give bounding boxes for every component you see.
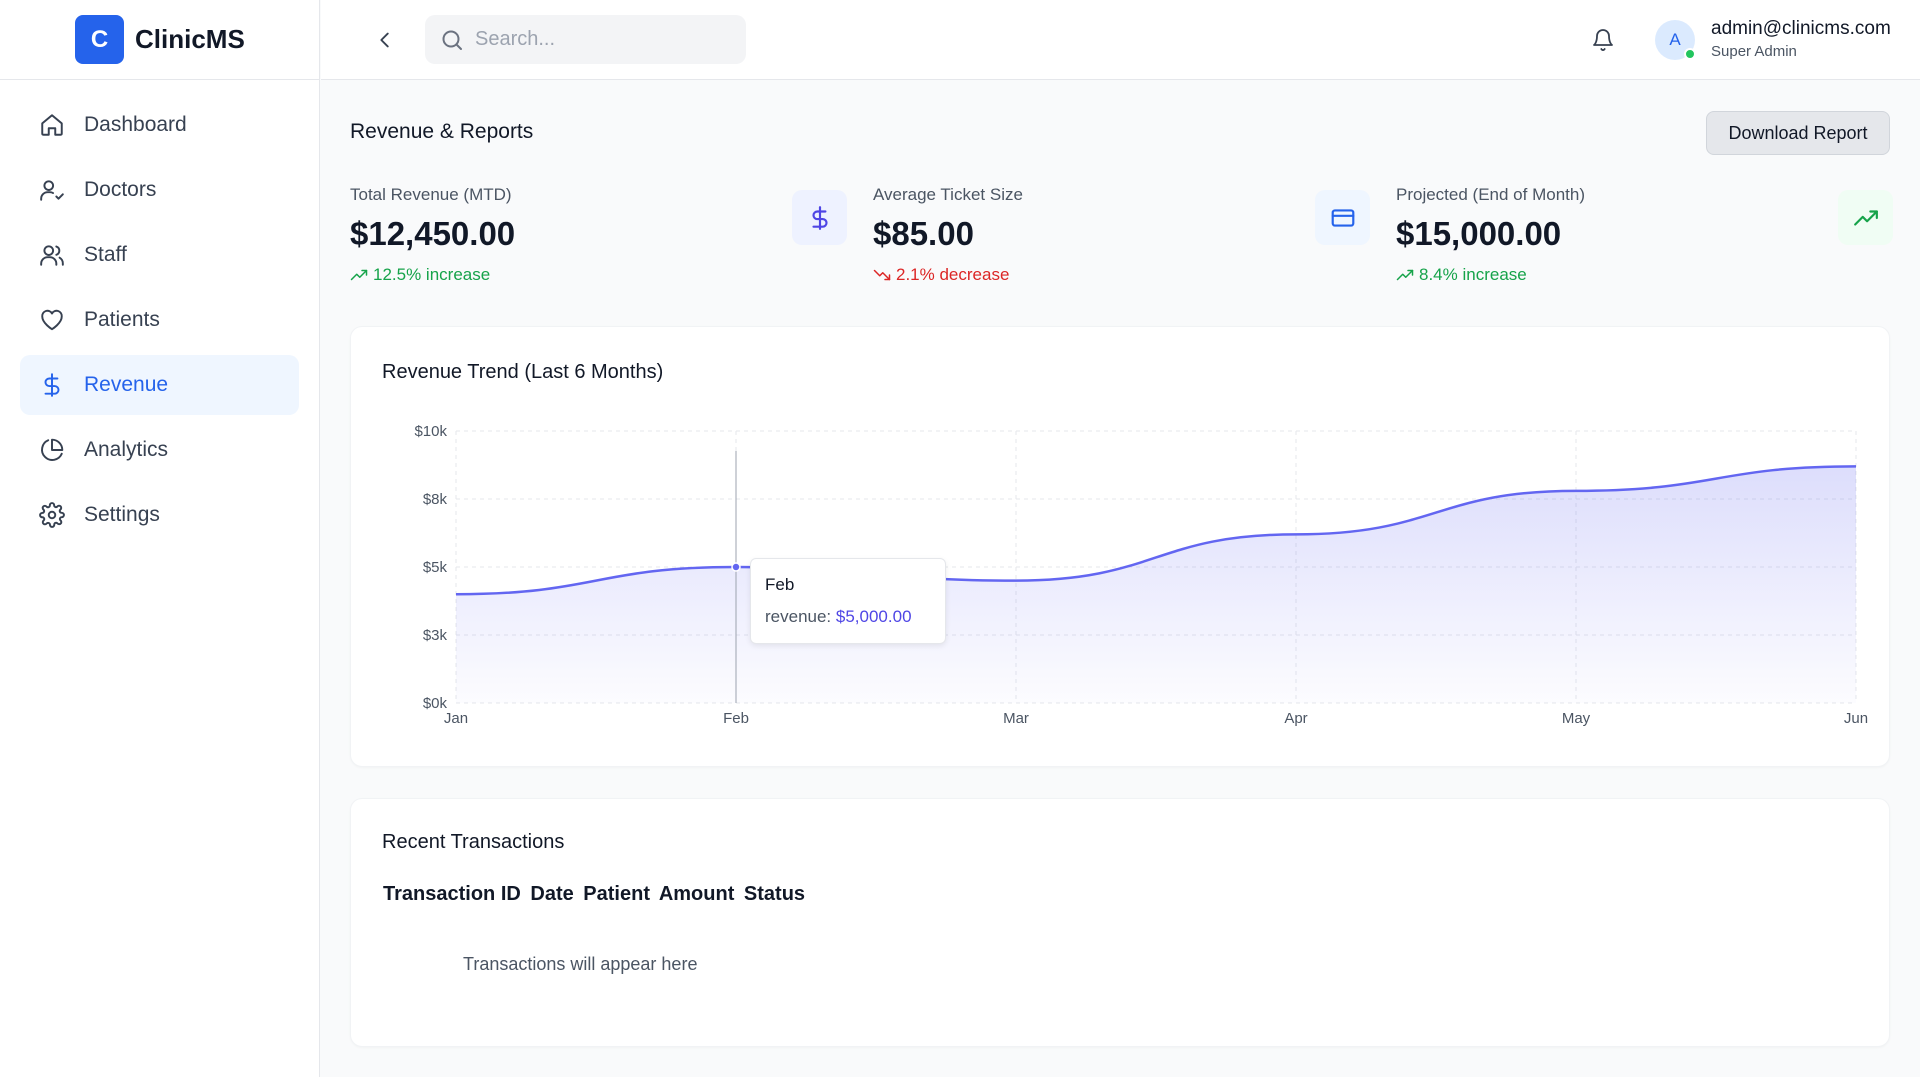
y-tick-label: $10k bbox=[414, 423, 447, 440]
pie-chart-icon bbox=[39, 437, 65, 463]
x-tick-label: May bbox=[1562, 710, 1591, 727]
sidebar-item-label: Staff bbox=[84, 243, 127, 266]
stat-change-text: 8.4% increase bbox=[1419, 265, 1527, 284]
transactions-table-header: Transaction ID Date Patient Amount Statu… bbox=[383, 883, 809, 906]
y-tick-label: $5k bbox=[423, 559, 448, 576]
trending-up-icon bbox=[1853, 205, 1879, 231]
stat-change: 2.1% decrease bbox=[873, 265, 1370, 285]
trending-down-icon bbox=[873, 266, 891, 284]
avatar[interactable]: A bbox=[1655, 20, 1696, 60]
sidebar-item-label: Doctors bbox=[84, 178, 157, 201]
sidebar-item-settings[interactable]: Settings bbox=[20, 485, 299, 545]
home-icon bbox=[39, 112, 65, 138]
stat-label: Average Ticket Size bbox=[873, 185, 1023, 204]
x-tick-label: Feb bbox=[723, 710, 749, 727]
stat-change-text: 2.1% decrease bbox=[896, 265, 1010, 284]
stat-icon-badge bbox=[1315, 190, 1370, 245]
top-header: A admin@clinicms.com Super Admin bbox=[321, 0, 1920, 80]
revenue-chart-card: Revenue Trend (Last 6 Months) $0k $3k $5k $… bbox=[350, 326, 1890, 767]
x-tick-label: Jun bbox=[1844, 710, 1868, 727]
brand-logo: C bbox=[75, 15, 124, 64]
revenue-area-fill bbox=[456, 466, 1856, 703]
sidebar-item-patients[interactable]: Patients bbox=[20, 290, 299, 350]
tooltip-category: Feb bbox=[765, 575, 795, 594]
stat-card-total-revenue: Total Revenue (MTD) $12,450.00 12.5% inc… bbox=[350, 185, 847, 305]
column-header: Date bbox=[530, 883, 574, 905]
y-tick-label: $3k bbox=[423, 627, 448, 644]
dollar-icon bbox=[807, 205, 833, 231]
notifications-button[interactable] bbox=[1588, 25, 1618, 55]
bell-icon bbox=[1591, 28, 1615, 52]
active-data-point bbox=[731, 562, 741, 572]
sidebar-nav: Dashboard Doctors Staff Patients Revenue bbox=[0, 80, 319, 565]
sidebar-item-label: Analytics bbox=[84, 438, 169, 461]
sidebar: C ClinicMS Dashboard Doctors Staff Pati bbox=[0, 0, 320, 1077]
collapse-sidebar-button[interactable] bbox=[370, 25, 400, 55]
avatar-initial: A bbox=[1669, 30, 1681, 49]
page-title: Revenue & Reports bbox=[350, 120, 534, 143]
users-icon bbox=[39, 242, 65, 268]
stat-value: $85.00 bbox=[873, 215, 974, 252]
sidebar-item-doctors[interactable]: Doctors bbox=[20, 160, 299, 220]
trending-up-icon bbox=[350, 266, 368, 284]
chart-title: Revenue Trend (Last 6 Months) bbox=[382, 361, 664, 383]
stat-value: $15,000.00 bbox=[1396, 215, 1562, 252]
revenue-trend-chart[interactable]: $0k $3k $5k $8k $10k Jan Feb Mar Apr May Jun bbox=[351, 327, 1891, 768]
y-tick-label: $0k bbox=[423, 695, 448, 712]
credit-card-icon bbox=[1330, 205, 1356, 231]
tooltip-series-label: revenue: bbox=[765, 607, 836, 626]
trending-up-icon bbox=[1396, 266, 1414, 284]
revenue-series-line bbox=[455, 465, 1857, 596]
column-header: Transaction ID bbox=[383, 883, 521, 905]
y-tick-label: $8k bbox=[423, 491, 448, 508]
stat-change: 12.5% increase bbox=[350, 265, 847, 285]
user-role: Super Admin bbox=[1711, 43, 1797, 60]
heart-icon bbox=[39, 307, 65, 333]
sidebar-item-dashboard[interactable]: Dashboard bbox=[20, 95, 299, 155]
search-input[interactable] bbox=[475, 28, 735, 51]
stat-icon-badge bbox=[1838, 190, 1893, 245]
x-tick-label: Apr bbox=[1284, 710, 1307, 727]
online-status-dot bbox=[1684, 48, 1696, 60]
stat-change-text: 12.5% increase bbox=[373, 265, 491, 284]
sidebar-item-staff[interactable]: Staff bbox=[20, 225, 299, 285]
brand[interactable]: C ClinicMS bbox=[0, 0, 319, 80]
sidebar-item-label: Dashboard bbox=[84, 113, 187, 136]
user-check-icon bbox=[39, 177, 65, 203]
sidebar-item-revenue[interactable]: Revenue bbox=[20, 355, 299, 415]
stat-change: 8.4% increase bbox=[1396, 265, 1893, 285]
empty-state-message: Transactions will appear here bbox=[463, 954, 698, 974]
gear-icon bbox=[39, 502, 65, 528]
x-tick-label: Mar bbox=[1003, 710, 1029, 727]
tooltip-row: revenue: $5,000.00 bbox=[765, 607, 931, 627]
x-tick-label: Jan bbox=[444, 710, 468, 727]
chart-tooltip: Feb revenue: $5,000.00 bbox=[750, 558, 946, 644]
recent-transactions-card: Recent Transactions Transaction ID Date … bbox=[350, 798, 1890, 1047]
stat-label: Projected (End of Month) bbox=[1396, 185, 1585, 204]
column-header: Patient bbox=[583, 883, 650, 905]
sidebar-item-label: Patients bbox=[84, 308, 160, 331]
stat-label: Total Revenue (MTD) bbox=[350, 185, 512, 204]
transactions-title: Recent Transactions bbox=[382, 831, 565, 853]
stat-card-projected: Projected (End of Month) $15,000.00 8.4%… bbox=[1396, 185, 1893, 305]
stat-value: $12,450.00 bbox=[350, 215, 516, 252]
column-header: Status bbox=[743, 883, 806, 905]
download-report-button[interactable]: Download Report bbox=[1706, 111, 1890, 155]
search-box[interactable] bbox=[425, 15, 746, 64]
stat-card-average-ticket: Average Ticket Size $85.00 2.1% decrease bbox=[873, 185, 1370, 305]
dollar-icon bbox=[39, 372, 65, 398]
chevron-left-icon bbox=[374, 29, 396, 51]
tooltip-value: $5,000.00 bbox=[835, 607, 912, 626]
column-header: Amount bbox=[658, 883, 735, 905]
user-email: admin@clinicms.com bbox=[1711, 18, 1891, 39]
sidebar-item-analytics[interactable]: Analytics bbox=[20, 420, 299, 480]
sidebar-item-label: Settings bbox=[84, 503, 160, 526]
sidebar-item-label: Revenue bbox=[84, 373, 169, 396]
stat-icon-badge bbox=[792, 190, 847, 245]
search-icon bbox=[440, 28, 464, 52]
brand-name: ClinicMS bbox=[135, 24, 245, 54]
